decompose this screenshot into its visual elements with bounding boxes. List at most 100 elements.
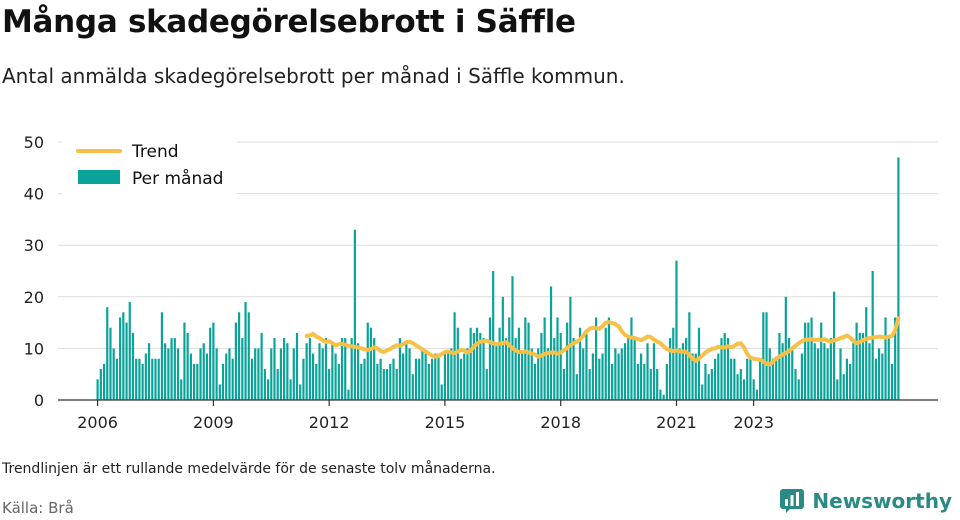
bar: [887, 338, 890, 400]
bar: [189, 353, 192, 400]
bar: [292, 348, 295, 400]
bar: [488, 317, 492, 400]
bar: [553, 338, 556, 400]
bar: [106, 307, 109, 400]
bar: [607, 317, 611, 400]
bar: [623, 343, 627, 400]
bar: [209, 327, 212, 400]
bar: [318, 343, 321, 400]
bar: [504, 338, 508, 400]
bar: [382, 369, 385, 400]
bar: [839, 348, 842, 400]
x-tick-label: 2023: [733, 413, 774, 432]
bar: [482, 338, 485, 400]
bar: [440, 384, 443, 400]
bar: [836, 379, 839, 400]
bar: [588, 369, 591, 400]
bar: [820, 322, 823, 400]
bar: [311, 353, 315, 400]
bar: [730, 358, 733, 400]
bar: [649, 369, 652, 400]
bar: [794, 369, 797, 400]
bar: [173, 338, 176, 400]
bar: [495, 343, 498, 400]
newsworthy-logo-icon: [780, 489, 805, 513]
bar: [157, 358, 160, 400]
bar: [733, 358, 736, 400]
bar: [604, 327, 607, 400]
bar: [395, 369, 398, 400]
bar: [492, 271, 495, 400]
bar: [816, 348, 820, 400]
bar: [582, 348, 585, 400]
bar: [617, 353, 620, 400]
brand-logo[interactable]: Newsworthy: [779, 488, 952, 514]
bar: [244, 301, 247, 400]
bar: [691, 353, 694, 400]
bar-chart: 0 10 20 30 40 50 2006 2009 2012 2015 2018 2021 2023…: [24, 133, 938, 432]
bar: [832, 291, 836, 400]
x-tick-label: 2018: [540, 413, 581, 432]
bar: [405, 343, 408, 400]
bar: [337, 363, 340, 400]
bar: [122, 312, 125, 400]
bar: [865, 307, 868, 400]
bar: [524, 317, 527, 400]
bar: [276, 369, 279, 400]
x-tick-label: 2006: [77, 413, 118, 432]
bar: [640, 353, 643, 400]
bar: [266, 379, 270, 400]
bar: [254, 348, 257, 400]
bar: [234, 322, 237, 400]
bar: [324, 338, 328, 400]
bar: [263, 369, 266, 400]
bar: [141, 363, 144, 400]
bar: [591, 353, 594, 400]
bar: [295, 332, 299, 400]
bar: [270, 348, 273, 400]
bar: [707, 374, 710, 400]
bar: [849, 363, 852, 400]
bar: [96, 379, 99, 400]
bar: [160, 312, 164, 400]
bar: [717, 353, 720, 400]
legend-background: [62, 134, 237, 196]
bar: [768, 348, 771, 400]
bar: [813, 343, 816, 400]
bar: [845, 358, 849, 400]
bar: [463, 353, 466, 400]
bar: [636, 363, 639, 400]
bar: [221, 363, 225, 400]
bar: [704, 363, 707, 400]
bar: [192, 363, 196, 400]
bar: [643, 363, 646, 400]
bar: [411, 374, 414, 400]
bar: [549, 286, 553, 400]
bar: [459, 358, 463, 400]
bar: [119, 317, 122, 400]
bar: [775, 358, 778, 400]
bar: [787, 338, 791, 400]
bar: [115, 358, 118, 400]
bar: [842, 374, 845, 400]
bar: [517, 327, 520, 400]
bar: [521, 353, 524, 400]
x-axis-ticks: 2006 2009 2012 2015 2018 2021 2023: [77, 400, 774, 432]
bar: [781, 343, 784, 400]
y-tick-label: 40: [24, 185, 44, 204]
bar: [279, 348, 283, 400]
bar: [238, 312, 241, 400]
bar: [334, 353, 337, 400]
bar: [585, 332, 588, 400]
bar: [685, 338, 688, 400]
bar: [736, 374, 739, 400]
bar: [681, 343, 685, 400]
bar: [247, 312, 250, 400]
bar: [315, 363, 318, 400]
bar: [675, 260, 678, 400]
bar: [884, 317, 887, 400]
bar: [408, 348, 411, 400]
bar: [829, 338, 832, 400]
trend-note: Trendlinjen är ett rullande medelvärde f…: [2, 461, 496, 477]
bar: [299, 384, 302, 400]
